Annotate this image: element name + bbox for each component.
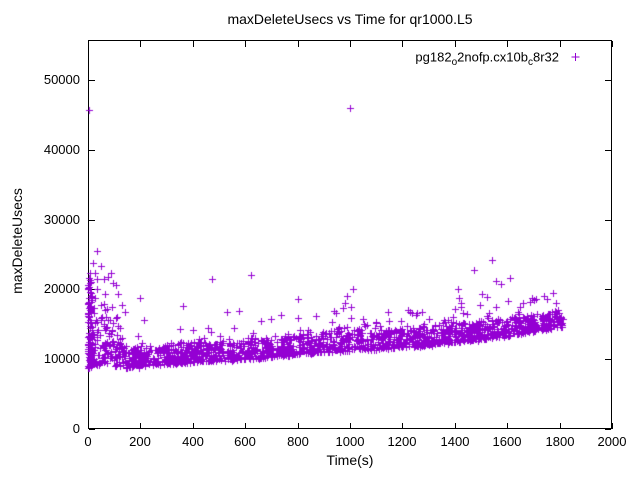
legend-plus-marker-icon: [571, 53, 580, 61]
legend-label-segment: 8r32: [532, 49, 559, 65]
legend-label-segment: o: [451, 57, 458, 69]
legend-series-label: pg182o2nofp.cx10bc8r32: [415, 49, 559, 69]
legend-label-segment: c: [527, 57, 533, 69]
legend-label-segment: 2nofp.cx10b: [457, 49, 528, 65]
legend: pg182o2nofp.cx10bc8r32: [415, 49, 580, 69]
legend-label-segment: pg182: [415, 49, 452, 65]
